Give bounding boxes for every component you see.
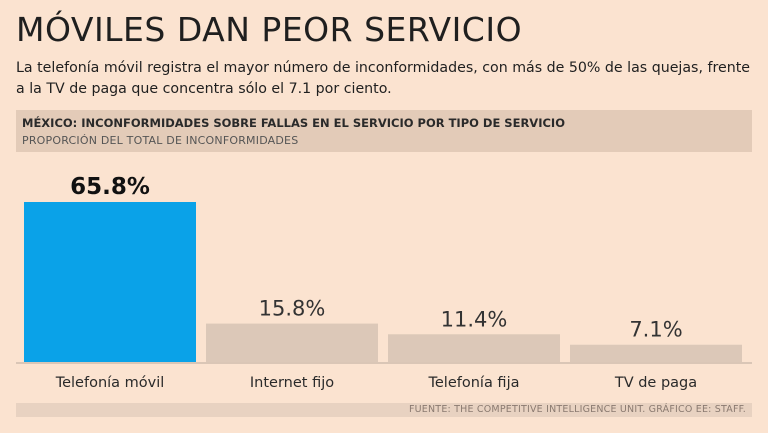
category-label-2: Internet fijo — [250, 375, 334, 391]
bar-4 — [570, 344, 742, 362]
bar-value-label-3: 11.4% — [441, 307, 508, 331]
chart-header-band: MÉXICO: INCONFORMIDADES SOBRE FALLAS EN … — [16, 110, 752, 152]
bar-3 — [388, 334, 560, 362]
category-label-4: TV de paga — [614, 375, 697, 391]
chart-subtitle: PROPORCIÓN DEL TOTAL DE INCONFORMIDADES — [22, 134, 299, 147]
headline: MÓVILES DAN PEOR SERVICIO — [16, 10, 523, 49]
bar-1 — [24, 202, 196, 362]
bar-value-label-2: 15.8% — [259, 297, 326, 321]
source-note: FUENTE: THE COMPETITIVE INTELLIGENCE UNI… — [408, 404, 746, 415]
bar-value-label-4: 7.1% — [629, 318, 682, 342]
dek: La telefonía móvil registra el mayor núm… — [16, 60, 751, 97]
category-label-1: Telefonía móvil — [55, 375, 165, 391]
bar-2 — [206, 323, 378, 362]
source-band: FUENTE: THE COMPETITIVE INTELLIGENCE UNI… — [16, 403, 752, 417]
bar-value-label-1: 65.8% — [70, 174, 150, 200]
chart-title: MÉXICO: INCONFORMIDADES SOBRE FALLAS EN … — [22, 116, 565, 130]
category-label-3: Telefonía fija — [427, 375, 519, 391]
